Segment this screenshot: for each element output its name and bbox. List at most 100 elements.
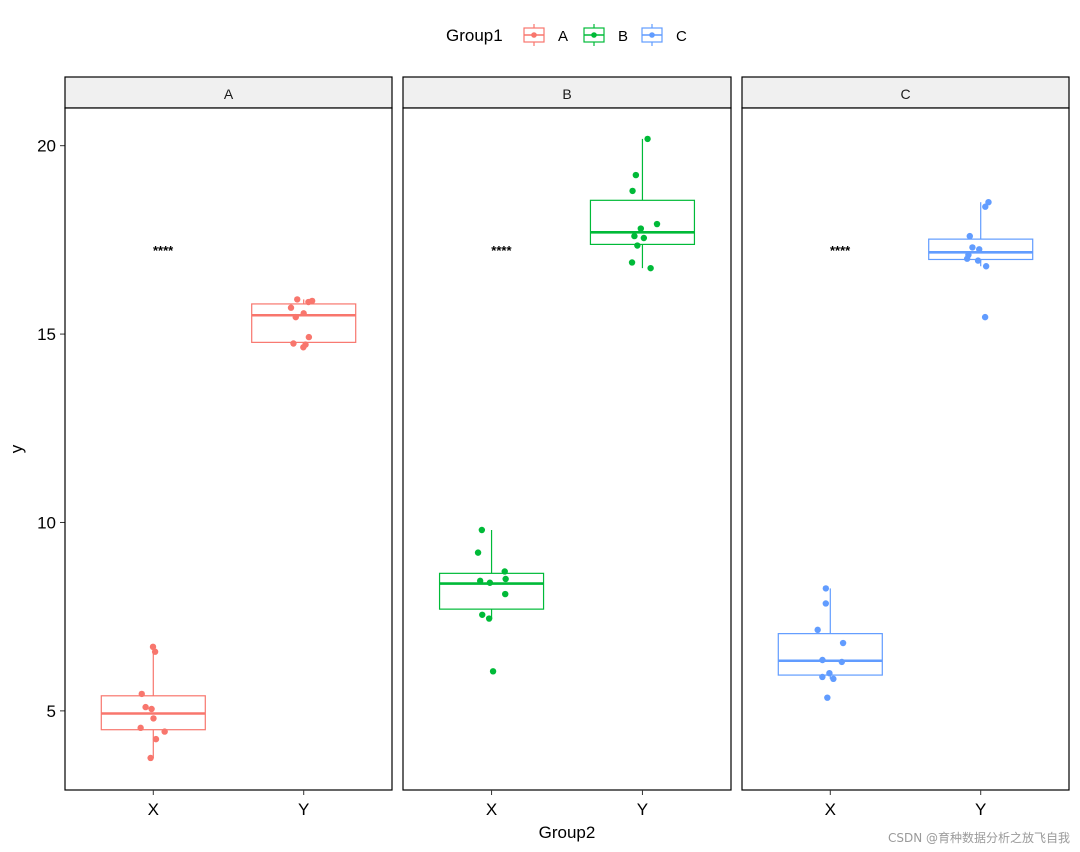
x-axis-title: Group2 (539, 823, 596, 842)
panel-border (741, 107, 1070, 791)
legend-key-b (583, 24, 605, 46)
legend-key-a (523, 24, 545, 46)
x-tick-label: X (825, 800, 836, 819)
data-point (161, 728, 168, 735)
data-point (485, 615, 493, 622)
data-point (814, 626, 821, 634)
data-point (819, 656, 826, 664)
data-point (486, 579, 494, 586)
data-point (976, 246, 983, 253)
legend-key-c (641, 24, 663, 46)
facet-strip-label: B (562, 86, 571, 102)
data-point (628, 259, 636, 266)
data-point (653, 220, 661, 228)
data-point (637, 225, 645, 232)
y-tick-label: 10 (37, 513, 56, 532)
y-axis-title: y (7, 444, 26, 453)
box-y (928, 198, 1034, 321)
data-point (138, 690, 145, 698)
significance-label: **** (153, 243, 174, 258)
data-point (982, 263, 990, 270)
box-y (589, 135, 696, 272)
data-point (300, 310, 307, 317)
facet-strip (64, 76, 393, 109)
data-point (305, 298, 312, 306)
data-point (501, 568, 508, 575)
x-tick-label: Y (637, 800, 648, 819)
data-point (631, 232, 638, 240)
data-point (824, 694, 831, 701)
legend-key-point (591, 32, 597, 38)
data-point (150, 715, 157, 722)
data-point (830, 675, 837, 683)
facet-strip-label: A (224, 86, 234, 102)
significance-label: **** (830, 243, 851, 258)
data-point (826, 669, 833, 677)
data-point (294, 296, 301, 303)
legend-label-c: C (676, 28, 687, 45)
data-point (137, 724, 144, 732)
data-point (632, 171, 640, 179)
data-point (292, 313, 299, 321)
data-point (151, 648, 159, 655)
data-point (476, 577, 484, 585)
data-point (963, 255, 971, 262)
data-point (822, 585, 830, 592)
data-point (822, 600, 829, 607)
box-body (438, 572, 545, 610)
panel-a: A X Y **** (64, 76, 393, 819)
data-point (819, 673, 826, 681)
x-tick-label: Y (298, 800, 309, 819)
x-tick-label: X (148, 800, 159, 819)
data-point (149, 643, 157, 651)
legend: Group1 A B C (446, 24, 687, 46)
data-point (647, 264, 654, 272)
data-point (142, 703, 149, 711)
data-point (287, 304, 295, 311)
panel-b: B X Y **** (402, 76, 732, 819)
data-point (300, 344, 307, 351)
data-point (478, 526, 486, 534)
significance-label: **** (491, 243, 512, 258)
legend-title: Group1 (446, 26, 503, 45)
watermark-text: CSDN @育种数据分析之放飞自我 (887, 831, 1070, 845)
data-point (634, 242, 641, 249)
data-point (974, 257, 982, 264)
box-x (438, 526, 545, 675)
data-point (640, 234, 648, 242)
data-point (839, 639, 847, 647)
box-x (777, 585, 883, 701)
data-point (502, 590, 509, 598)
y-tick-label: 5 (47, 702, 56, 721)
data-point (474, 549, 482, 556)
legend-key-point (649, 32, 655, 38)
data-point (644, 135, 651, 143)
y-tick-label: 15 (37, 325, 56, 344)
data-point (629, 187, 636, 195)
legend-key-point (531, 32, 537, 38)
x-tick-label: Y (975, 800, 986, 819)
panel-border (64, 107, 393, 791)
data-point (290, 340, 297, 347)
panel-c: C X Y **** (741, 76, 1070, 819)
legend-label-b: B (618, 28, 628, 45)
data-point (969, 244, 976, 251)
data-point (152, 735, 160, 743)
data-point (838, 658, 846, 666)
y-tick-label: 20 (37, 137, 56, 156)
data-point (981, 313, 989, 321)
data-point (489, 668, 497, 675)
box-body (777, 633, 883, 676)
data-point (966, 232, 973, 240)
x-tick-label: X (486, 800, 497, 819)
data-point (147, 754, 154, 762)
facet-strip-label: C (900, 86, 910, 102)
data-point (502, 575, 509, 583)
box-y (251, 296, 357, 351)
data-point (982, 203, 989, 210)
data-point (479, 611, 486, 618)
box-body (251, 303, 357, 343)
data-point (985, 198, 992, 206)
y-axis: 5 10 15 20 (37, 137, 65, 721)
